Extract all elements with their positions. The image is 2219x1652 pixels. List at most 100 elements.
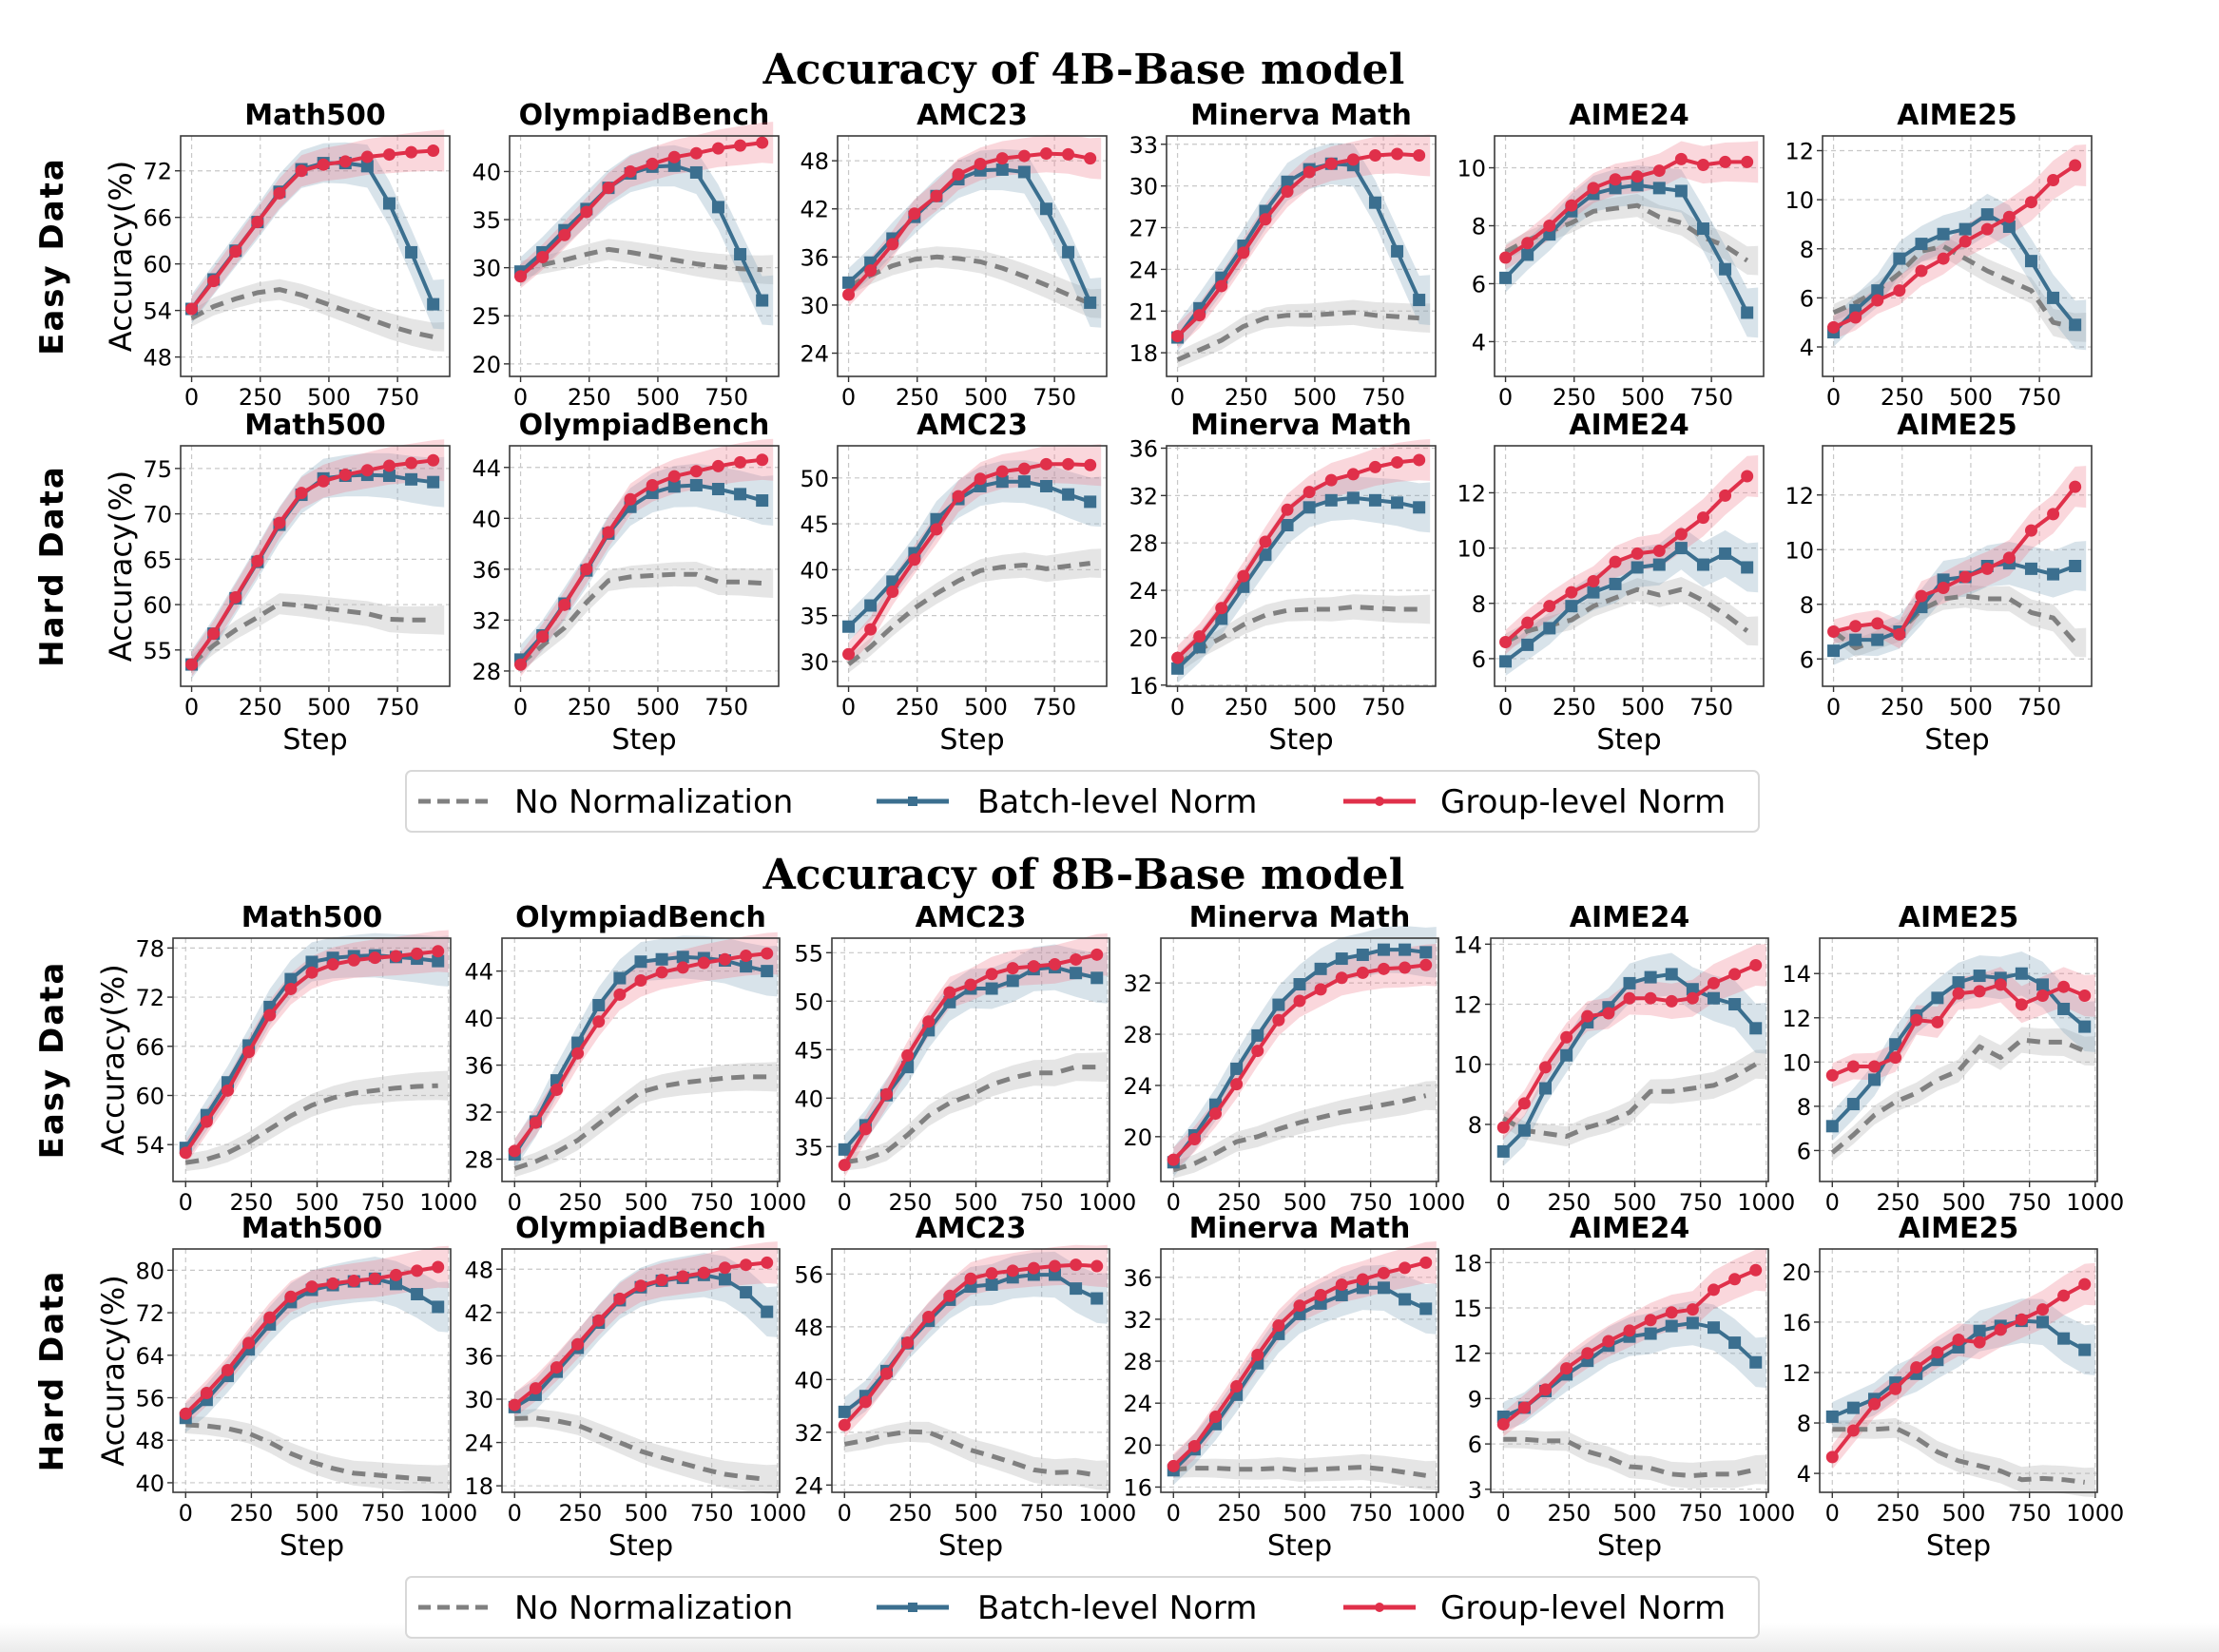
group-point — [1368, 460, 1381, 473]
group-point — [655, 1274, 668, 1287]
y-tick-label: 36 — [464, 1343, 493, 1370]
group-point — [756, 136, 769, 149]
group-point — [1565, 586, 1578, 599]
group-point — [1314, 1289, 1327, 1302]
panel-title: AIME25 — [1897, 409, 2016, 442]
group-point — [1070, 952, 1083, 966]
x-tick-label: 250 — [1547, 1500, 1591, 1527]
panel-title: Minerva Math — [1190, 409, 1412, 442]
x-tick-label: 500 — [1949, 384, 1993, 411]
group-point — [2069, 159, 2082, 172]
group-point — [305, 966, 318, 979]
group-point — [922, 1310, 936, 1323]
x-axis-label: Step — [1268, 723, 1333, 757]
panel-aime24: AIME24 0 250 500 750 6 8 10 12 Step — [1457, 409, 1765, 757]
group-point — [1346, 153, 1360, 166]
x-tick-label: 1000 — [1078, 1189, 1136, 1216]
group-point — [571, 1047, 585, 1060]
y-tick-label: 42 — [464, 1300, 493, 1327]
group-point — [1314, 983, 1327, 996]
x-axis-label: Step — [1924, 723, 1989, 757]
group-point — [1543, 600, 1556, 613]
group-point — [2015, 1313, 2028, 1326]
group-point — [405, 456, 418, 470]
group-point — [1846, 1060, 1860, 1073]
batch-point — [1871, 633, 1884, 646]
batch-point — [411, 1288, 424, 1301]
group-point — [1565, 199, 1578, 212]
group-point — [1017, 149, 1031, 163]
group-point — [1039, 147, 1052, 161]
batch-point — [1302, 501, 1316, 514]
batch-point — [1652, 558, 1666, 571]
batch-point — [1560, 1048, 1573, 1062]
x-tick-label: 500 — [1942, 1500, 1986, 1527]
y-tick-label: 48 — [464, 1257, 493, 1283]
none-band — [185, 1070, 449, 1172]
group-point — [1017, 462, 1031, 475]
group-band — [520, 122, 774, 289]
group-point — [1937, 582, 1950, 594]
batch-point — [405, 472, 418, 486]
batch-point — [1062, 245, 1075, 259]
axes-frame — [1494, 445, 1765, 687]
panel-title: Minerva Math — [1189, 1212, 1411, 1245]
batch-point — [734, 488, 747, 501]
x-tick-label: 250 — [239, 694, 282, 720]
group-point — [1193, 309, 1206, 322]
group-point — [185, 302, 199, 316]
batch-point — [1696, 222, 1709, 236]
x-tick-label: 0 — [1167, 1500, 1181, 1527]
y-tick-label: 75 — [143, 456, 172, 483]
group-point — [1587, 182, 1600, 195]
y-tick-label: 50 — [800, 466, 829, 492]
axes-frame — [501, 937, 781, 1182]
panel-aime25: AIME25 0 250 500 750 6 8 10 12 Step — [1785, 409, 2093, 757]
group-point — [305, 1280, 318, 1294]
y-tick-label: 15 — [1453, 1296, 1482, 1322]
y-tick-label: 35 — [472, 207, 501, 234]
x-tick-label: 1000 — [2066, 1189, 2124, 1216]
batch-band — [1833, 193, 2087, 351]
batch-band — [1832, 951, 2095, 1142]
x-tick-label: 250 — [896, 694, 939, 720]
group-point — [529, 1116, 542, 1129]
group-point — [536, 630, 550, 644]
group-point — [901, 1048, 915, 1062]
group-point — [646, 478, 659, 491]
x-tick-label: 750 — [1689, 384, 1733, 411]
group-point — [1209, 1411, 1223, 1424]
group-point — [1251, 1045, 1264, 1058]
batch-point — [592, 998, 606, 1011]
y-tick-label: 8 — [1800, 237, 1814, 263]
section-title: Accuracy of 4B-Base model — [762, 46, 1405, 94]
group-point — [1674, 528, 1688, 541]
group-point — [1665, 994, 1678, 1008]
group-point — [1230, 1078, 1244, 1091]
x-tick-label: 500 — [296, 1500, 339, 1527]
x-tick-label: 750 — [704, 384, 748, 411]
group-point — [411, 947, 424, 960]
group-point — [508, 1144, 521, 1158]
batch-point — [2069, 560, 2082, 572]
axes-frame — [509, 135, 780, 377]
axes-frame — [1819, 1248, 2098, 1493]
y-tick-label: 30 — [800, 293, 829, 319]
y-tick-label: 56 — [794, 1261, 823, 1288]
group-point — [1335, 971, 1348, 985]
axes-frame — [837, 135, 1108, 377]
y-tick-label: 72 — [143, 159, 172, 185]
group-point — [1868, 1060, 1881, 1073]
y-tick-label: 28 — [472, 659, 501, 685]
batch-point — [1496, 1144, 1510, 1158]
x-tick-label: 500 — [636, 384, 680, 411]
group-point — [1560, 1362, 1573, 1375]
y-tick-label: 32 — [1123, 1307, 1152, 1334]
x-tick-label: 500 — [1613, 1189, 1657, 1216]
batch-point — [1952, 976, 1965, 989]
batch-point — [1973, 1324, 1986, 1337]
x-tick-label: 500 — [1942, 1189, 1986, 1216]
group-point — [295, 487, 308, 500]
group-point — [1391, 147, 1404, 161]
x-tick-label: 750 — [1349, 1189, 1393, 1216]
